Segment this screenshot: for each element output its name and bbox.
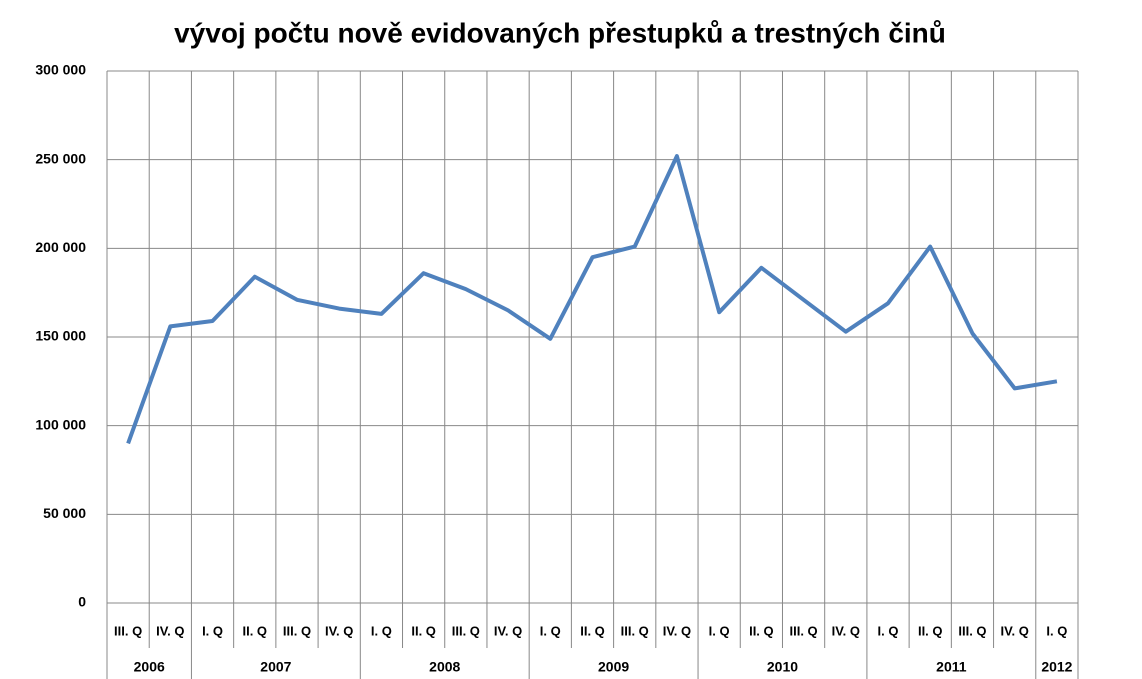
- x-tick-label: II. Q: [918, 623, 943, 638]
- y-tick-label: 200 000: [35, 239, 86, 255]
- x-tick-label: I. Q: [709, 623, 730, 638]
- year-label: 2007: [260, 659, 291, 675]
- x-tick-label: II. Q: [411, 623, 436, 638]
- y-tick-label: 0: [78, 594, 86, 610]
- chart-title: vývoj počtu nově evidovaných přestupků a…: [174, 17, 946, 48]
- y-tick-label: 250 000: [35, 150, 86, 166]
- x-tick-label: I. Q: [540, 623, 561, 638]
- y-tick-label: 300 000: [35, 62, 86, 78]
- x-tick-label: II. Q: [580, 623, 605, 638]
- x-tick-label: III. Q: [958, 623, 986, 638]
- x-tick-label: I. Q: [1046, 623, 1067, 638]
- x-tick-label: III. Q: [621, 623, 649, 638]
- x-tick-label: II. Q: [749, 623, 774, 638]
- x-tick-label: IV. Q: [663, 623, 691, 638]
- x-tick-label: III. Q: [790, 623, 818, 638]
- x-tick-label: IV. Q: [832, 623, 860, 638]
- year-label: 2008: [429, 659, 460, 675]
- x-tick-label: I. Q: [371, 623, 392, 638]
- y-tick-label: 150 000: [35, 328, 86, 344]
- x-tick-label: I. Q: [878, 623, 899, 638]
- data-line: [126, 154, 1058, 445]
- x-tick-label: III. Q: [452, 623, 480, 638]
- x-tick-label: II. Q: [242, 623, 267, 638]
- x-tick-label: IV. Q: [156, 623, 184, 638]
- year-label: 2009: [598, 659, 629, 675]
- x-tick-label: III. Q: [283, 623, 311, 638]
- x-tick-label: IV. Q: [1000, 623, 1028, 638]
- year-label: 2012: [1041, 659, 1072, 675]
- year-label: 2010: [767, 659, 798, 675]
- x-tick-label: IV. Q: [325, 623, 353, 638]
- x-tick-label: III. Q: [114, 623, 142, 638]
- year-label: 2011: [936, 659, 967, 675]
- x-tick-label: I. Q: [202, 623, 223, 638]
- y-tick-label: 100 000: [35, 416, 86, 432]
- y-tick-label: 50 000: [43, 505, 86, 521]
- year-label: 2006: [134, 659, 165, 675]
- x-tick-label: IV. Q: [494, 623, 522, 638]
